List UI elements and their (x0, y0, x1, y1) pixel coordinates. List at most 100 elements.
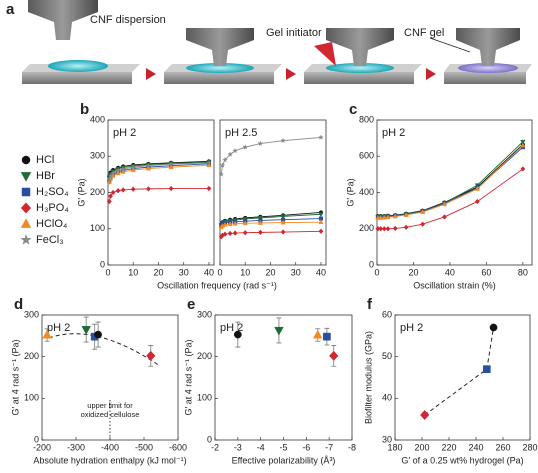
legend-label: HClO₄ (36, 218, 68, 230)
legend-marker (21, 155, 31, 165)
marker (385, 226, 391, 232)
y-tick-label: 200 (90, 187, 105, 197)
panel-label: b (80, 101, 89, 118)
marker (115, 167, 122, 173)
y-tick-label: 400 (359, 187, 374, 197)
panel-label: e (187, 296, 195, 313)
series-line (220, 136, 321, 175)
marker (232, 220, 238, 226)
annotation: upper limit for (87, 401, 133, 410)
marker (520, 166, 526, 172)
legend-marker (20, 172, 32, 182)
x-tick-label: 0 (105, 267, 110, 277)
marker (146, 350, 156, 361)
x-tick-label: -7 (325, 442, 333, 452)
marker (403, 224, 409, 231)
plot-frame (376, 119, 533, 266)
panel-label: d (14, 296, 23, 313)
y-tick-label: 40 (382, 393, 392, 403)
series-line (377, 141, 524, 217)
marker (120, 168, 126, 174)
legend-label: H₃PO₄ (36, 202, 69, 214)
marker (318, 219, 324, 225)
marker (378, 215, 384, 220)
marker (120, 187, 126, 193)
marker (318, 216, 324, 221)
marker (274, 326, 284, 336)
marker (168, 164, 174, 169)
marker (280, 214, 286, 220)
marker (233, 330, 242, 339)
y-axis-label: G′ (Pa) (345, 178, 355, 206)
x-tick-label: 10 (128, 267, 138, 277)
series-line (377, 168, 524, 230)
marker (392, 213, 398, 219)
marker (145, 165, 151, 171)
condition-label: pH 2 (382, 127, 405, 139)
marker (218, 171, 225, 177)
x-tick-label: -4 (257, 442, 265, 452)
marker (482, 365, 491, 374)
marker (520, 142, 526, 148)
x-tick-label: 0 (217, 267, 222, 277)
series-line (377, 146, 524, 218)
y-tick-label: 600 (359, 151, 374, 161)
marker (257, 140, 264, 147)
x-tick-label: 40 (316, 267, 326, 277)
x-tick-label: -5 (279, 442, 287, 452)
x-tick-label: 180 (387, 442, 402, 452)
x-tick-label: 40 (204, 267, 214, 277)
marker (420, 221, 426, 227)
marker (385, 214, 391, 220)
x-tick-label: 60 (481, 267, 491, 277)
x-tick-label: 20 (408, 267, 418, 277)
marker (94, 330, 102, 339)
marker (227, 151, 234, 157)
marker (130, 186, 136, 192)
x-tick-label: -400 (101, 442, 119, 452)
legend-marker (20, 218, 32, 228)
panel-label: f (367, 296, 373, 313)
marker (318, 228, 324, 234)
x-tick-label: -500 (135, 442, 153, 452)
marker (106, 198, 112, 205)
x-axis-label: Effective polarizability (Å³) (232, 455, 336, 465)
x-tick-label: -600 (169, 442, 187, 452)
step-label: CNF dispersion (90, 14, 166, 26)
marker (242, 230, 248, 236)
plot-frame (394, 314, 531, 441)
marker (420, 209, 426, 214)
x-tick-label: 220 (441, 442, 456, 452)
marker (474, 183, 480, 189)
marker (168, 185, 174, 192)
marker (205, 159, 212, 166)
marker (222, 221, 228, 227)
marker (280, 137, 287, 144)
y-tick-label: 800 (359, 114, 374, 124)
legend-label: FeCl₃ (36, 234, 64, 246)
marker (242, 144, 249, 150)
marker (106, 179, 112, 185)
x-tick-label: 20 (153, 267, 163, 277)
marker (318, 212, 324, 218)
marker (441, 201, 448, 207)
y-tick-label: 100 (90, 223, 105, 233)
fit-curve (48, 333, 161, 367)
marker (520, 139, 526, 145)
panel-label: a (6, 1, 15, 18)
x-tick-label: 280 (522, 442, 537, 452)
marker (81, 326, 91, 335)
x-tick-label: -300 (67, 442, 85, 452)
marker (206, 162, 212, 168)
y-tick-label: 0 (34, 434, 39, 444)
marker (115, 187, 121, 194)
plot-frame (107, 119, 215, 266)
marker (145, 162, 152, 169)
y-axis-label: G′ at 4 rad s⁻¹ (Pa) (183, 340, 193, 416)
y-tick-label: 0 (100, 259, 105, 269)
x-tick-label: 30 (179, 267, 189, 277)
marker (403, 212, 409, 217)
y-tick-label: 0 (369, 259, 374, 269)
legend-label: HCl (36, 154, 54, 166)
